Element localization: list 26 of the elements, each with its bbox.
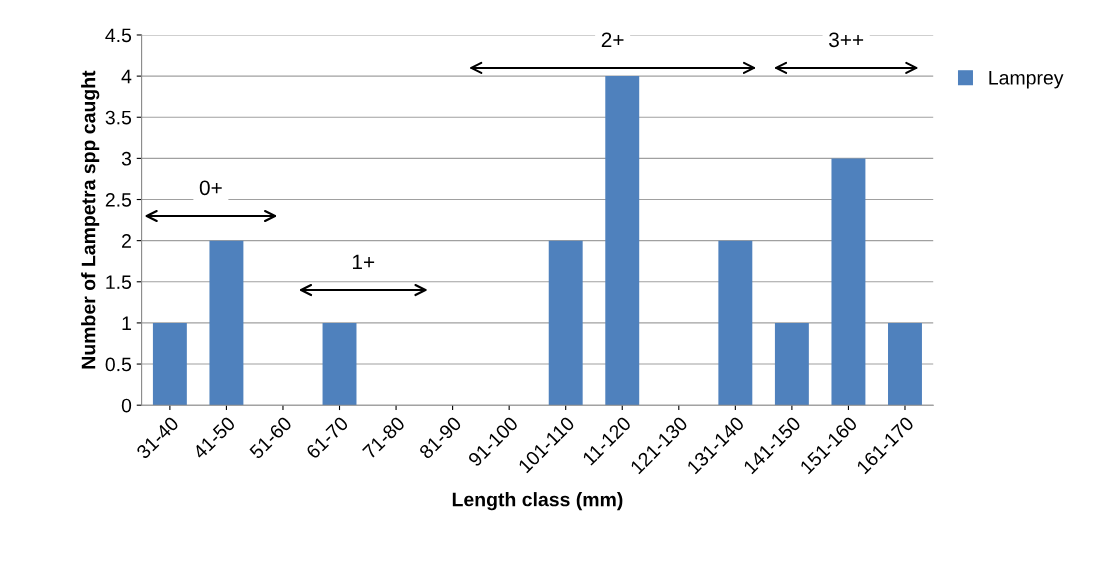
bar [209,240,244,406]
bar [831,158,866,406]
y-tick-label: 4.5 [105,28,132,43]
x-axis-title: Length class (mm) [452,492,623,511]
y-tick-label: 1.5 [106,275,132,290]
annotation: 0+ [199,180,222,196]
bar [718,240,753,406]
bar [548,240,583,406]
annotation: 2+ [601,32,624,47]
y-tick-label: 4 [121,69,132,84]
y-tick-label: 1 [122,316,131,330]
y-tick-label: 0 [121,398,132,413]
y-tick-label: 2 [122,234,131,248]
y-tick-label: 3.5 [105,110,132,125]
y-tick-label: 0.5 [105,357,132,372]
y-tick-label: 2.5 [105,192,132,207]
bar [774,322,809,406]
y-tick-label: 3 [121,151,132,166]
annotation: 1+ [352,254,375,270]
bar [888,322,922,406]
legend-label: Lamprey [989,71,1064,89]
bar [605,76,640,406]
annotation: 3++ [829,32,864,48]
y-axis-title: Number of Lampetra spp caught [81,70,100,369]
bar [322,322,357,406]
bar [152,322,187,406]
